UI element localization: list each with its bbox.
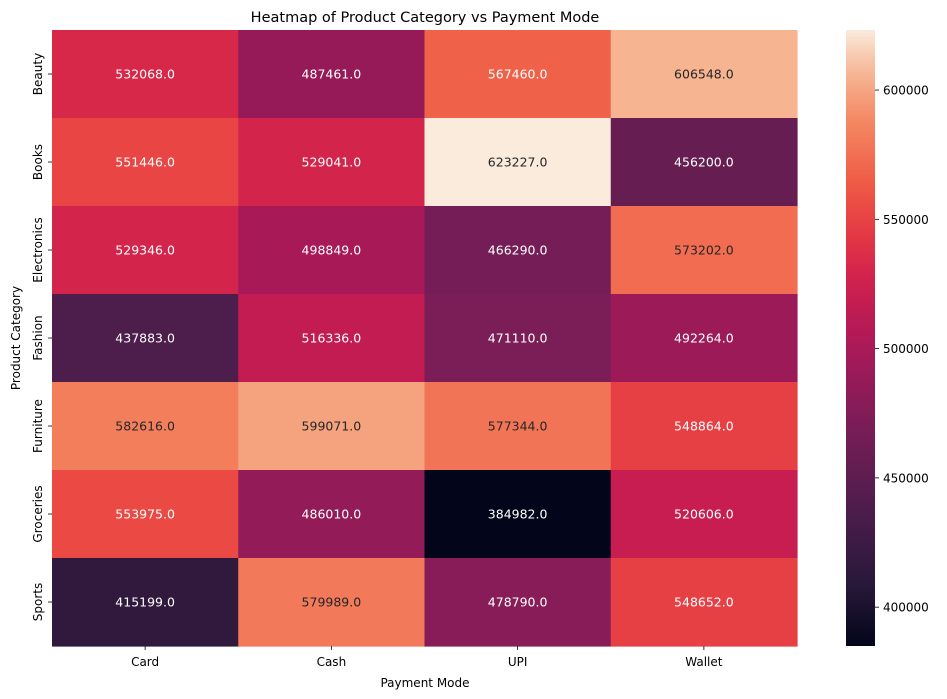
y-tick-labels: Beauty Books Electronics Fashion Furniture Gr… <box>31 53 52 621</box>
heatmap-cell <box>52 558 239 647</box>
y-tick-label: Beauty <box>31 53 45 95</box>
x-axis-label: Payment Mode <box>380 676 469 690</box>
cell-value-label: 582616.0 <box>115 419 175 434</box>
cell-value-label: 553975.0 <box>115 507 175 522</box>
cell-value-label: 529346.0 <box>115 243 175 258</box>
heatmap-cell <box>424 558 612 647</box>
heatmap-cell <box>610 558 798 647</box>
heatmap-cell <box>610 470 798 559</box>
cell-value-label: 478790.0 <box>488 595 548 610</box>
colorbar-tick-label: 550000 <box>883 213 929 227</box>
x-tick-label: UPI <box>508 655 528 669</box>
chart-title: Heatmap of Product Category vs Payment M… <box>251 10 600 26</box>
cell-value-label: 548652.0 <box>674 595 734 610</box>
colorbar-tick-label: 400000 <box>883 601 929 615</box>
cell-value-label: 520606.0 <box>674 507 734 522</box>
cell-value-label: 492264.0 <box>674 331 734 346</box>
heatmap-cell <box>52 118 239 207</box>
heatmap-cell <box>52 382 239 471</box>
heatmap-cell <box>424 294 612 383</box>
y-tick-label: Furniture <box>31 399 45 453</box>
heatmap-cell <box>238 294 426 383</box>
heatmap-cell <box>610 294 798 383</box>
heatmap-cell <box>52 470 239 559</box>
y-tick-label: Electronics <box>31 217 45 282</box>
heatmap-cell <box>238 118 426 207</box>
cell-value-label: 599071.0 <box>302 419 362 434</box>
heatmap-cell <box>610 206 798 295</box>
cell-value-label: 606548.0 <box>674 67 734 82</box>
heatmap-cell <box>424 470 612 559</box>
heatmap-cell <box>52 294 239 383</box>
y-tick-label: Sports <box>31 583 45 621</box>
x-tick-labels: Card Cash UPI Wallet <box>131 646 723 669</box>
heatmap-cell <box>52 206 239 295</box>
cell-value-label: 487461.0 <box>302 67 362 82</box>
colorbar-gradient <box>846 30 875 646</box>
cell-value-label: 579989.0 <box>302 595 362 610</box>
heatmap-cell <box>424 206 612 295</box>
cell-value-label: 384982.0 <box>488 507 548 522</box>
cell-value-label: 548864.0 <box>674 419 734 434</box>
cell-value-label: 516336.0 <box>302 331 362 346</box>
x-tick-label: Card <box>131 655 159 669</box>
colorbar: 400000 450000 500000 550000 600000 <box>846 30 929 646</box>
cell-value-label: 466290.0 <box>488 243 548 258</box>
y-tick-label: Books <box>31 144 45 180</box>
cell-value-label: 415199.0 <box>115 595 175 610</box>
heatmap-cell <box>610 30 798 119</box>
heatmap-cell <box>238 382 426 471</box>
cell-value-label: 486010.0 <box>302 507 362 522</box>
y-tick-label: Fashion <box>31 315 45 360</box>
heatmap-cell <box>424 118 612 207</box>
cell-value-label: 498849.0 <box>302 243 362 258</box>
heatmap-cell <box>424 382 612 471</box>
heatmap-cell <box>610 382 798 471</box>
colorbar-tick-label: 600000 <box>883 84 929 98</box>
cell-value-label: 456200.0 <box>674 155 734 170</box>
heatmap-cell <box>238 558 426 647</box>
heatmap-cells: 532068.0 487461.0 567460.0 606548.0 551446.0… <box>52 30 798 647</box>
cell-value-label: 577344.0 <box>488 419 548 434</box>
colorbar-tick-label: 450000 <box>883 471 929 485</box>
x-tick-label: Cash <box>317 655 347 669</box>
heatmap-cell <box>610 118 798 207</box>
heatmap-cell <box>238 206 426 295</box>
heatmap-cell <box>52 30 239 119</box>
cell-value-label: 573202.0 <box>674 243 734 258</box>
heatmap-cell <box>238 30 426 119</box>
cell-value-label: 471110.0 <box>488 331 548 346</box>
cell-value-label: 623227.0 <box>488 155 548 170</box>
heatmap-cell <box>424 30 612 119</box>
cell-value-label: 437883.0 <box>115 331 175 346</box>
y-tick-label: Groceries <box>31 485 45 542</box>
x-tick-label: Wallet <box>685 655 723 669</box>
colorbar-tick-label: 500000 <box>883 342 929 356</box>
cell-value-label: 532068.0 <box>115 67 175 82</box>
y-axis-label: Product Category <box>9 286 23 390</box>
heatmap-cell <box>238 470 426 559</box>
cell-value-label: 551446.0 <box>115 155 175 170</box>
cell-value-label: 529041.0 <box>302 155 362 170</box>
cell-value-label: 567460.0 <box>488 67 548 82</box>
